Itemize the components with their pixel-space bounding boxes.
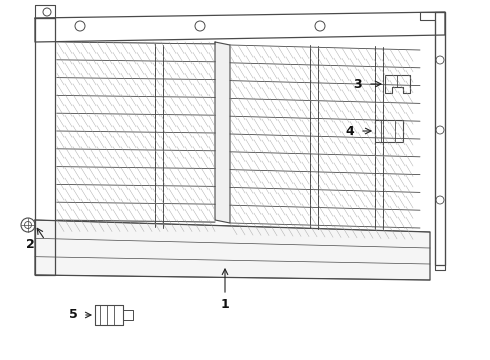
Text: 2: 2 [25, 239, 34, 252]
Polygon shape [35, 220, 430, 280]
Polygon shape [215, 42, 230, 223]
Polygon shape [230, 45, 420, 228]
Text: 4: 4 [345, 125, 354, 138]
Text: 3: 3 [354, 77, 362, 90]
Polygon shape [57, 42, 215, 222]
Text: 5: 5 [69, 309, 77, 321]
Text: 1: 1 [220, 298, 229, 311]
